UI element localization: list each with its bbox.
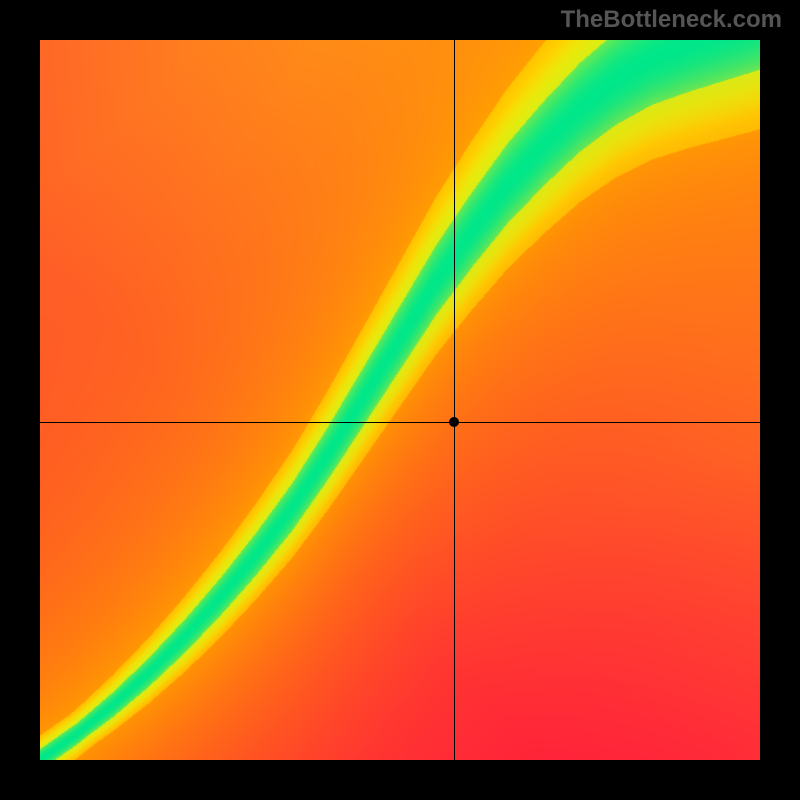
- heatmap-canvas: [40, 40, 760, 760]
- crosshair-vertical: [454, 40, 455, 760]
- marker-dot: [449, 417, 459, 427]
- bottleneck-heatmap-chart: [40, 40, 760, 760]
- crosshair-horizontal: [40, 422, 760, 423]
- watermark-text: TheBottleneck.com: [561, 6, 782, 34]
